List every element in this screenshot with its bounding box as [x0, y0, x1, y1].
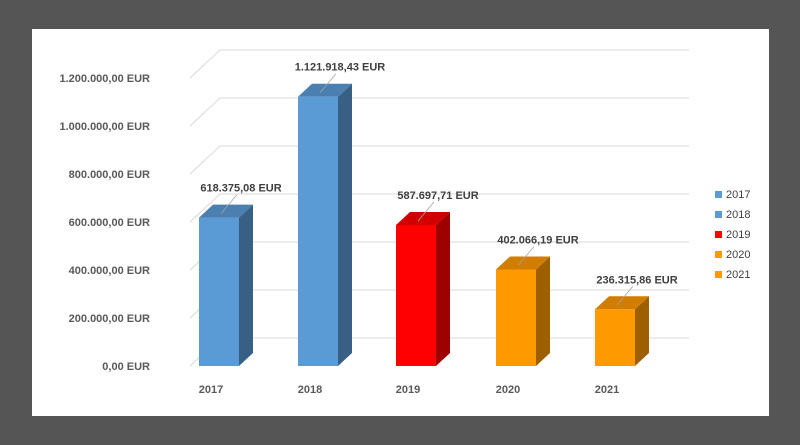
x-axis-tick-labels: 2017 2018 2019 2020 2021 [199, 384, 619, 396]
bars [199, 83, 649, 367]
bar-side [436, 211, 450, 366]
bar [396, 224, 436, 366]
data-labels: 618.375,08 EUR 1.121.918,43 EUR 587.697,71… [200, 62, 678, 306]
x-tick-label: 2020 [496, 384, 520, 396]
legend-label: 2020 [726, 249, 750, 261]
legend-swatch [715, 191, 722, 198]
data-label: 402.066,19 EUR [497, 235, 578, 247]
legend-label: 2019 [726, 229, 750, 241]
chart-card: 0,00 EUR 200.000,00 EUR 400.000,00 EUR 600.… [32, 29, 769, 416]
legend-swatch [715, 231, 722, 238]
gridline-side [189, 145, 221, 175]
legend-label: 2018 [726, 209, 750, 221]
x-tick-label: 2019 [396, 384, 420, 396]
gridline-side [189, 49, 221, 79]
bar [595, 309, 635, 366]
legend-swatch [715, 271, 722, 278]
legend-swatch [715, 211, 722, 218]
bar-top [496, 256, 550, 270]
y-tick-label: 600.000,00 EUR [69, 217, 150, 229]
legend-label: 2021 [726, 269, 750, 281]
y-axis-tick-labels: 0,00 EUR 200.000,00 EUR 400.000,00 EUR 600.… [59, 73, 150, 373]
y-tick-label: 400.000,00 EUR [69, 265, 150, 277]
bar [496, 269, 536, 366]
data-label-leader [616, 286, 634, 306]
y-tick-label: 0,00 EUR [102, 361, 150, 373]
bar-side [635, 296, 649, 366]
bar-top [595, 296, 649, 310]
bar-side [536, 256, 550, 366]
y-tick-label: 200.000,00 EUR [69, 313, 150, 325]
gridline-side [189, 97, 221, 127]
bar-top [396, 211, 450, 225]
bar-top [199, 204, 253, 218]
y-tick-label: 800.000,00 EUR [69, 169, 150, 181]
data-label: 1.121.918,43 EUR [295, 62, 386, 74]
x-tick-label: 2017 [199, 384, 223, 396]
y-tick-label: 1.000.000,00 EUR [59, 121, 150, 133]
x-tick-label: 2021 [595, 384, 619, 396]
bar-side [239, 204, 253, 366]
y-tick-label: 1.200.000,00 EUR [59, 73, 150, 85]
data-label-leader [417, 201, 435, 222]
bar-side [338, 83, 352, 367]
data-label: 618.375,08 EUR [200, 183, 281, 195]
legend: 2017 2018 2019 2020 2021 [715, 189, 750, 281]
gridline-side [189, 193, 221, 223]
data-label: 236.315,86 EUR [596, 274, 677, 286]
legend-label: 2017 [726, 189, 750, 201]
bar [298, 96, 338, 367]
bar [199, 217, 239, 366]
x-tick-label: 2018 [298, 384, 322, 396]
bar-chart: 0,00 EUR 200.000,00 EUR 400.000,00 EUR 600.… [59, 49, 750, 396]
data-label-leader [220, 194, 238, 214]
data-label-leader [517, 246, 535, 266]
data-label-leader [319, 73, 337, 93]
legend-swatch [715, 251, 722, 258]
bar-top [298, 83, 352, 97]
data-label: 587.697,71 EUR [397, 190, 478, 202]
